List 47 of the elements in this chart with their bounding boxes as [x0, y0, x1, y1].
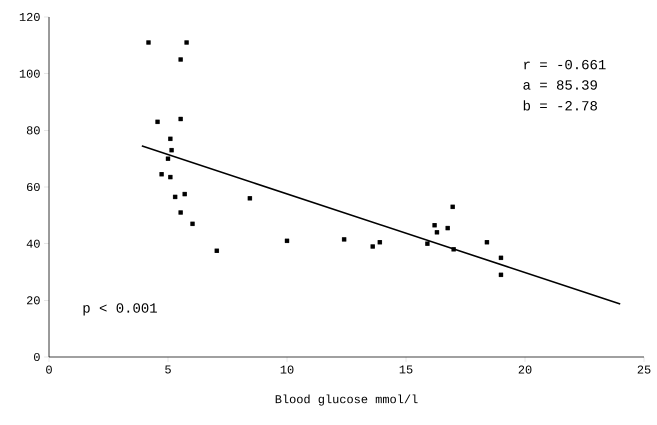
point [190, 222, 195, 226]
point [248, 196, 252, 201]
point [425, 241, 430, 246]
point [178, 116, 183, 122]
y-tick-label: 120 [20, 12, 40, 22]
x-tick-label: 5 [165, 366, 171, 374]
point [370, 244, 375, 249]
annotation: r = -0.661 [524, 60, 606, 70]
point [182, 192, 187, 196]
point [172, 194, 178, 200]
x-tick-label: 25 [638, 366, 650, 374]
x-tick-label: 20 [518, 366, 532, 374]
point [432, 223, 437, 228]
point [146, 40, 151, 45]
y-tick-label: 100 [20, 70, 40, 78]
point [168, 174, 173, 180]
annotation: a = 85.39 [523, 80, 597, 90]
y-tick-label: 40 [26, 240, 40, 248]
y-tick-label: 60 [27, 182, 40, 192]
x-tick-label: 10 [280, 366, 294, 374]
point [284, 238, 290, 244]
annotation: p < 0.001 [83, 303, 157, 316]
point [178, 57, 183, 62]
point [342, 237, 346, 242]
point [168, 136, 173, 142]
point [166, 156, 170, 161]
point [214, 248, 219, 253]
point [445, 226, 450, 230]
point [451, 247, 456, 252]
point [378, 240, 382, 244]
y-tick-label: 0 [34, 352, 40, 362]
point [450, 204, 455, 210]
y-tick-label: 80 [26, 126, 40, 134]
x-axis-title: Blood glucose mmol/l [276, 394, 418, 406]
point [184, 40, 189, 45]
point [178, 210, 183, 215]
y-tick-label: 20 [26, 296, 40, 304]
point [434, 230, 440, 235]
point [159, 172, 164, 176]
point [155, 120, 160, 124]
point [498, 256, 504, 260]
x-tick-label: 15 [400, 366, 412, 374]
point [169, 148, 174, 152]
x-tick-label: 0 [46, 366, 52, 374]
point [498, 272, 504, 278]
point [484, 240, 490, 244]
annotation: b = -2.78 [524, 100, 597, 111]
